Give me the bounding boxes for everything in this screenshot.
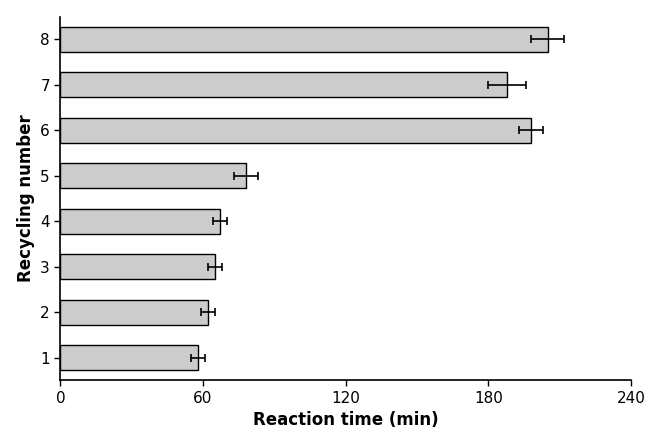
Bar <box>60 163 246 188</box>
Y-axis label: Recycling number: Recycling number <box>17 115 34 282</box>
Bar <box>60 27 547 52</box>
Bar <box>60 72 507 97</box>
Bar <box>60 345 198 370</box>
X-axis label: Reaction time (min): Reaction time (min) <box>253 411 438 429</box>
Bar <box>60 254 215 279</box>
Bar <box>60 209 220 234</box>
Bar <box>60 300 208 325</box>
Bar <box>60 118 531 143</box>
